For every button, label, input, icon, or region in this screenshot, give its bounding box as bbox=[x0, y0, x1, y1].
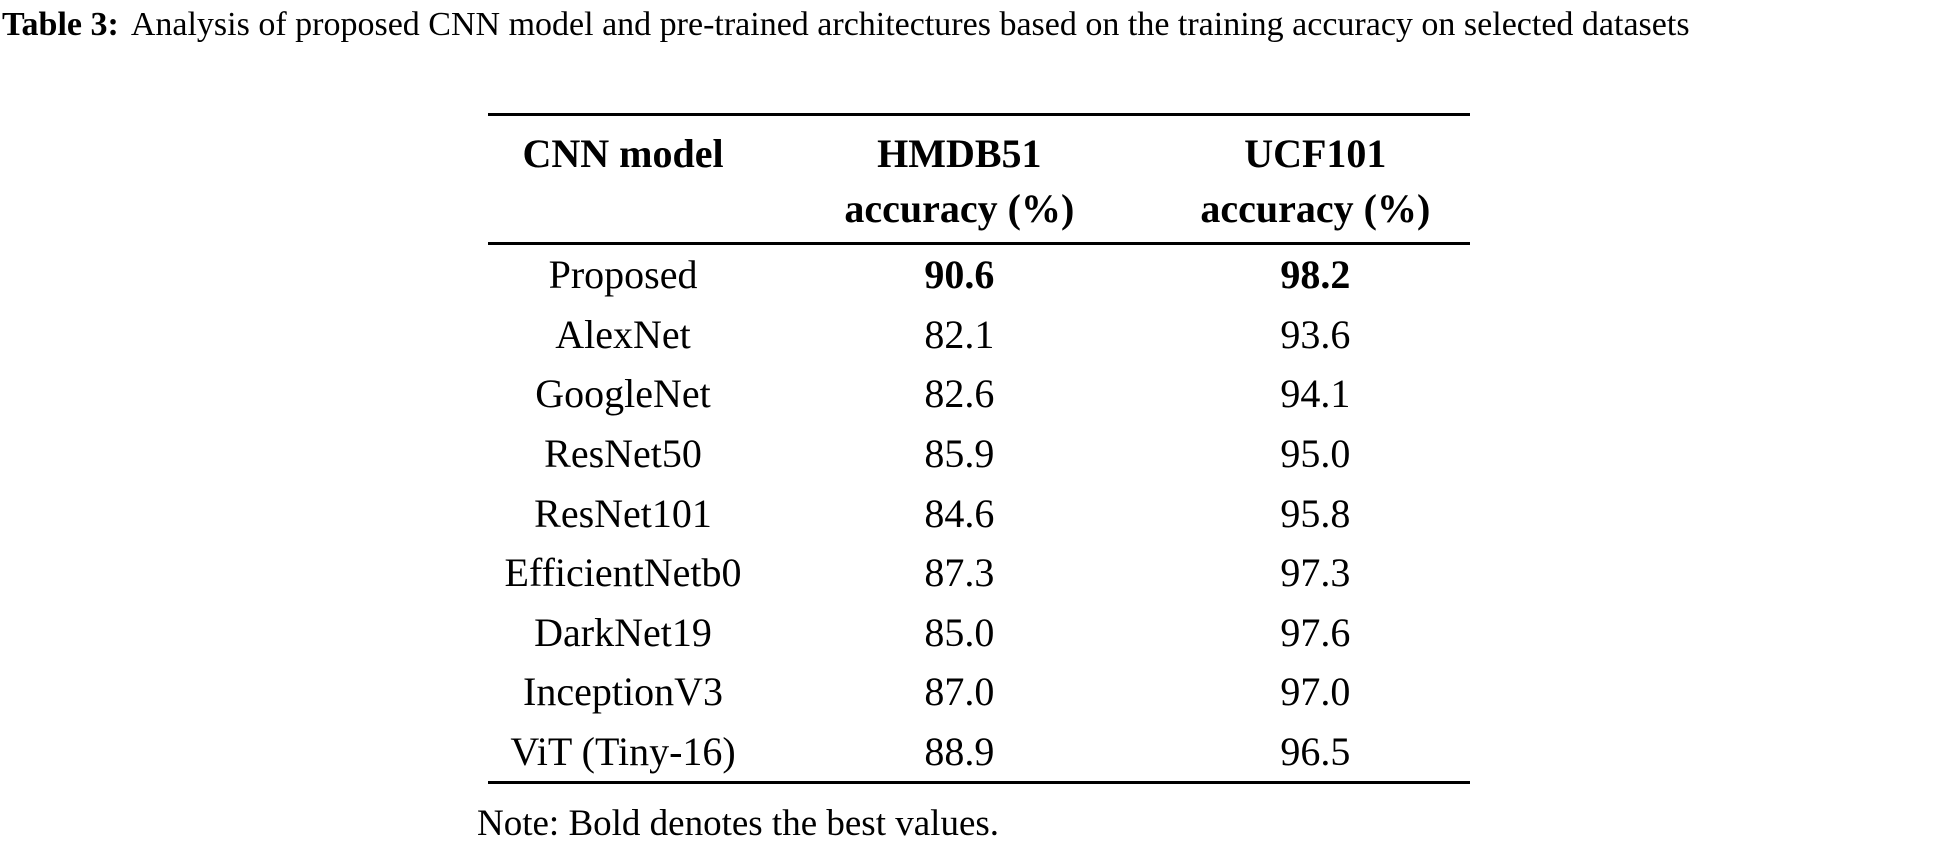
hmdb51-accuracy-cell: 82.6 bbox=[924, 371, 995, 417]
table-row: ResNet101 84.6 95.8 bbox=[488, 483, 1470, 543]
ucf101-accuracy-cell: 93.6 bbox=[1280, 311, 1351, 357]
header-ucf101-line1: UCF101 bbox=[1244, 131, 1387, 176]
table-row: Proposed 90.6 98.2 bbox=[488, 245, 1470, 305]
header-cnn-model-label: CNN model bbox=[522, 131, 724, 176]
table-row: ResNet50 85.9 95.0 bbox=[488, 424, 1470, 484]
table-header-row: CNN model HMDB51 accuracy (%) UCF101 acc… bbox=[488, 116, 1470, 245]
table-row: DarkNet19 85.0 97.6 bbox=[488, 603, 1470, 663]
ucf101-accuracy-cell: 95.0 bbox=[1280, 431, 1351, 477]
ucf101-accuracy-cell: 97.3 bbox=[1280, 550, 1351, 596]
ucf101-accuracy-cell: 97.0 bbox=[1280, 669, 1351, 715]
header-hmdb51-accuracy: HMDB51 accuracy (%) bbox=[758, 126, 1161, 236]
model-name-cell: AlexNet bbox=[555, 311, 691, 357]
table-row: InceptionV3 87.0 97.0 bbox=[488, 662, 1470, 722]
hmdb51-accuracy-cell: 85.0 bbox=[924, 609, 995, 655]
table-row: ViT (Tiny-16) 88.9 96.5 bbox=[488, 722, 1470, 782]
model-name-cell: ResNet50 bbox=[544, 431, 702, 477]
hmdb51-accuracy-cell: 82.1 bbox=[924, 311, 995, 357]
model-name-cell: EfficientNetb0 bbox=[504, 550, 742, 596]
table-row: AlexNet 82.1 93.6 bbox=[488, 305, 1470, 365]
results-table: CNN model HMDB51 accuracy (%) UCF101 acc… bbox=[488, 113, 1470, 785]
model-name-cell: Proposed bbox=[548, 252, 698, 298]
ucf101-accuracy-cell: 94.1 bbox=[1280, 371, 1351, 417]
table-row: EfficientNetb0 87.3 97.3 bbox=[488, 543, 1470, 603]
hmdb51-accuracy-cell: 90.6 bbox=[924, 252, 995, 298]
table-body: Proposed 90.6 98.2 AlexNet 82.1 93.6 Goo… bbox=[488, 245, 1470, 785]
header-hmdb51-line2: accuracy (%) bbox=[844, 186, 1075, 231]
ucf101-accuracy-cell: 98.2 bbox=[1280, 252, 1351, 298]
hmdb51-accuracy-cell: 85.9 bbox=[924, 431, 995, 477]
ucf101-accuracy-cell: 95.8 bbox=[1280, 490, 1351, 536]
hmdb51-accuracy-cell: 87.0 bbox=[924, 669, 995, 715]
table-caption: Table 3: Analysis of proposed CNN model a… bbox=[2, 0, 1953, 49]
header-ucf101-line2: accuracy (%) bbox=[1200, 186, 1431, 231]
caption-text: Analysis of proposed CNN model and pre-t… bbox=[130, 6, 1690, 43]
ucf101-accuracy-cell: 96.5 bbox=[1280, 729, 1351, 775]
model-name-cell: InceptionV3 bbox=[523, 669, 723, 715]
model-name-cell: ViT (Tiny-16) bbox=[510, 729, 736, 775]
model-name-cell: ResNet101 bbox=[534, 490, 712, 536]
hmdb51-accuracy-cell: 88.9 bbox=[924, 729, 995, 775]
hmdb51-accuracy-cell: 84.6 bbox=[924, 490, 995, 536]
header-hmdb51-line1: HMDB51 bbox=[877, 131, 1042, 176]
table-row: GoogleNet 82.6 94.1 bbox=[488, 364, 1470, 424]
header-cnn-model: CNN model bbox=[488, 126, 758, 236]
model-name-cell: DarkNet19 bbox=[534, 609, 712, 655]
caption-label: Table 3: bbox=[2, 6, 119, 43]
table-note: Note: Bold denotes the best values. bbox=[477, 803, 1000, 844]
header-ucf101-accuracy: UCF101 accuracy (%) bbox=[1161, 126, 1470, 236]
hmdb51-accuracy-cell: 87.3 bbox=[924, 550, 995, 596]
ucf101-accuracy-cell: 97.6 bbox=[1280, 609, 1351, 655]
model-name-cell: GoogleNet bbox=[535, 371, 711, 417]
